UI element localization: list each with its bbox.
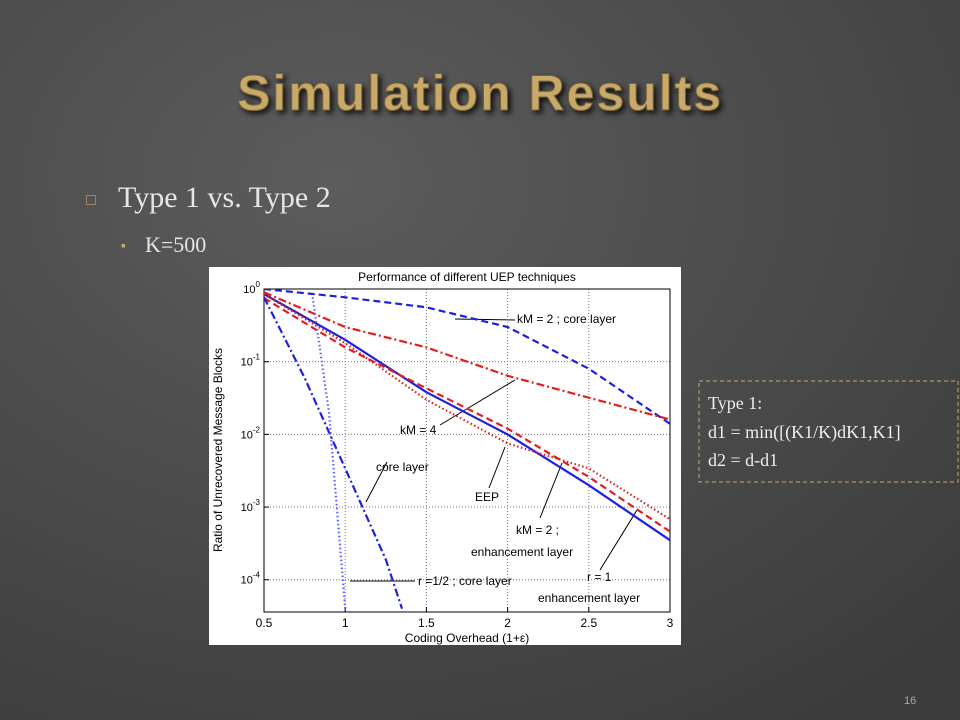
x-tick-label: 1.5: [418, 616, 435, 630]
slide-title: Simulation Results: [237, 65, 723, 121]
annotation: kM = 4: [400, 423, 437, 437]
y-tick-label: 10-3: [241, 498, 261, 514]
y-tick-label: 10-2: [241, 425, 261, 441]
chart-image: [209, 267, 681, 645]
annotation: kM = 2 ;: [516, 523, 559, 537]
plot-lines: [264, 289, 670, 610]
series-line: [264, 297, 670, 533]
sub-bullet: K=500: [145, 232, 206, 257]
note-line: Type 1:: [708, 393, 762, 413]
x-tick-label: 2.5: [580, 616, 597, 630]
chart-title: Performance of different UEP techniques: [358, 270, 576, 284]
x-axis-label: Coding Overhead (1+ε): [405, 631, 529, 645]
x-tick-label: 1: [342, 616, 349, 630]
y-tick-label: 10-1: [241, 353, 261, 369]
x-tick-label: 3: [667, 616, 674, 630]
note-line: d1 = min([(K1/K)dK1,K1]: [708, 422, 901, 443]
annotation: EEP: [475, 490, 499, 504]
note-box: [698, 380, 959, 483]
note-line: d2 = d-d1: [708, 450, 778, 470]
x-tick-label: 0.5: [256, 616, 273, 630]
annotation: enhancement layer: [538, 591, 640, 605]
series-line: [264, 289, 670, 425]
arrows: [350, 318, 638, 582]
annotation: r =1/2 ; core layer: [418, 574, 512, 588]
y-tick-label: 100: [243, 280, 260, 296]
series-line: [264, 291, 670, 421]
plot-frame: [263, 288, 671, 613]
y-tick-label: 10-4: [241, 571, 261, 587]
series-line: [311, 297, 347, 609]
annotation: enhancement layer: [471, 545, 573, 559]
page-number: 16: [904, 695, 916, 707]
x-tick-label: 2: [504, 616, 511, 630]
annotation: core layer: [376, 460, 429, 474]
y-axis-label: Ratio of Unrecovered Message Blocks: [211, 348, 225, 552]
bullet-symbol: □: [86, 192, 96, 209]
annotation: r = 1: [587, 570, 612, 584]
series-line: [264, 296, 404, 610]
annotation: kM = 2 ; core layer: [517, 312, 616, 326]
bullet-symbol: ▪: [121, 237, 126, 253]
bullet: Type 1 vs. Type 2: [118, 181, 331, 214]
series-line: [264, 293, 670, 542]
